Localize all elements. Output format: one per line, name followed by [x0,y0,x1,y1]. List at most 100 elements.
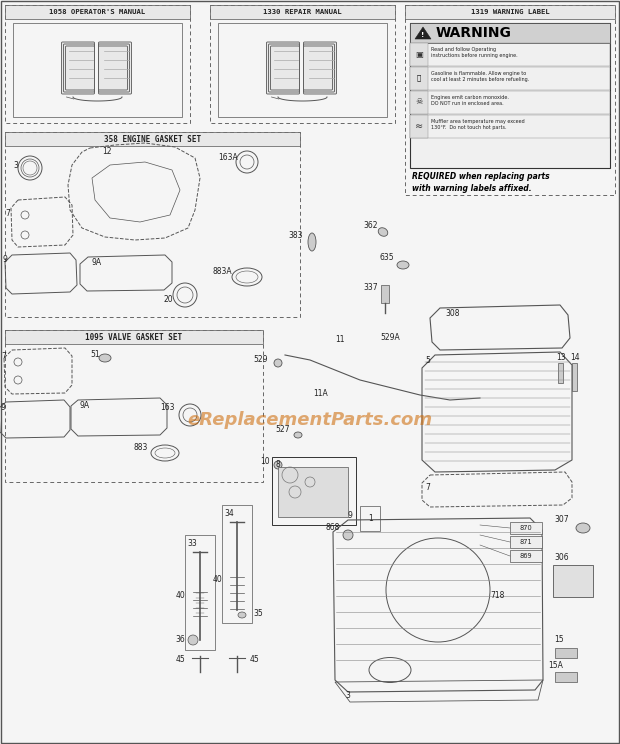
Bar [555,672,577,682]
Text: 362: 362 [363,220,378,229]
Bar [510,550,542,562]
Text: 9A: 9A [80,401,90,410]
Text: 870: 870 [520,525,533,531]
Text: 1058 OPERATOR'S MANUAL: 1058 OPERATOR'S MANUAL [50,9,146,15]
FancyBboxPatch shape [267,42,299,94]
Bar [410,91,610,114]
Text: 35: 35 [253,609,263,618]
Text: 3: 3 [345,690,350,699]
Bar [555,648,577,658]
Text: 33: 33 [187,539,197,548]
Text: 9A: 9A [92,258,102,267]
Text: Muffler area temperature may exceed
130°F.  Do not touch hot parts.: Muffler area temperature may exceed 130°… [431,119,525,130]
Text: 307: 307 [554,516,569,525]
Bar [278,467,348,517]
FancyBboxPatch shape [61,42,94,94]
Text: 527: 527 [275,426,290,434]
Ellipse shape [294,432,302,438]
Text: 337: 337 [363,283,378,292]
Text: 9: 9 [2,255,7,264]
Ellipse shape [576,523,590,533]
Polygon shape [415,27,431,39]
Text: 3: 3 [14,161,19,170]
Text: 9: 9 [0,403,5,412]
Text: 869: 869 [520,553,533,559]
Text: 718: 718 [490,591,505,600]
Text: ☠: ☠ [415,97,423,106]
Bar [410,115,610,138]
Bar [210,5,395,19]
Text: WARNING: WARNING [436,26,512,40]
Text: 34: 34 [224,509,234,518]
Bar [510,522,542,534]
Text: 51: 51 [90,350,100,359]
Bar [272,457,356,525]
Text: 1095 VALVE GASKET SET: 1095 VALVE GASKET SET [86,333,182,341]
Bar [5,5,190,123]
FancyBboxPatch shape [99,44,130,92]
Bar [572,363,577,391]
Text: 45: 45 [175,655,185,664]
FancyBboxPatch shape [99,42,131,94]
Bar [218,23,387,117]
Bar [410,23,610,43]
Bar [5,330,263,344]
Bar [13,23,182,117]
Text: 306: 306 [554,554,569,562]
Text: Engines emit carbon monoxide.
DO NOT run in enclosed area.: Engines emit carbon monoxide. DO NOT run… [431,95,509,106]
Text: 10: 10 [260,458,270,466]
Text: 308: 308 [445,309,459,318]
FancyBboxPatch shape [66,46,94,90]
Text: 1: 1 [368,514,373,523]
Text: ≈: ≈ [415,121,423,131]
Text: ▣: ▣ [415,50,423,59]
FancyBboxPatch shape [304,42,337,94]
Ellipse shape [397,261,409,269]
Text: 7: 7 [6,208,11,217]
Text: 15: 15 [554,635,564,644]
Text: 11A: 11A [313,388,328,397]
Text: 14: 14 [570,353,580,362]
Text: 871: 871 [520,539,533,545]
Bar [405,5,615,19]
Text: eReplacementParts.com: eReplacementParts.com [187,411,433,429]
Text: 529: 529 [254,356,268,365]
FancyBboxPatch shape [268,44,299,92]
Text: 40: 40 [212,576,222,585]
Text: 529A: 529A [380,333,400,342]
Text: 163: 163 [161,403,175,412]
Ellipse shape [343,530,353,540]
Bar [410,23,610,168]
Text: 40: 40 [175,591,185,600]
Bar [510,536,542,548]
Ellipse shape [238,612,246,618]
Text: REQUIRED when replacing parts
with warning labels affixed.: REQUIRED when replacing parts with warni… [412,172,549,193]
FancyBboxPatch shape [99,46,128,90]
Text: 11: 11 [335,336,345,344]
Bar [222,505,252,623]
Text: Gasoline is flammable. Allow engine to
cool at least 2 minutes before refueling.: Gasoline is flammable. Allow engine to c… [431,71,529,82]
Text: 383: 383 [288,231,303,240]
Bar [381,285,389,303]
Text: 868: 868 [326,524,340,533]
Bar [5,132,300,317]
Bar [5,330,263,482]
Text: !: ! [422,32,425,38]
Bar [410,67,428,90]
Circle shape [188,635,198,645]
Text: 12: 12 [102,147,112,156]
FancyBboxPatch shape [63,44,94,92]
Bar [553,565,593,597]
Bar [410,115,428,138]
Ellipse shape [308,233,316,251]
Text: 1319 WARNING LABEL: 1319 WARNING LABEL [471,9,549,15]
Text: 358 ENGINE GASKET SET: 358 ENGINE GASKET SET [104,135,201,144]
Text: 883A: 883A [213,268,232,277]
Bar [410,91,428,114]
Circle shape [274,461,282,469]
Bar [5,132,300,146]
Bar [410,43,428,66]
Text: 15A: 15A [548,661,563,670]
Text: 20: 20 [164,295,173,304]
Bar [558,363,563,383]
